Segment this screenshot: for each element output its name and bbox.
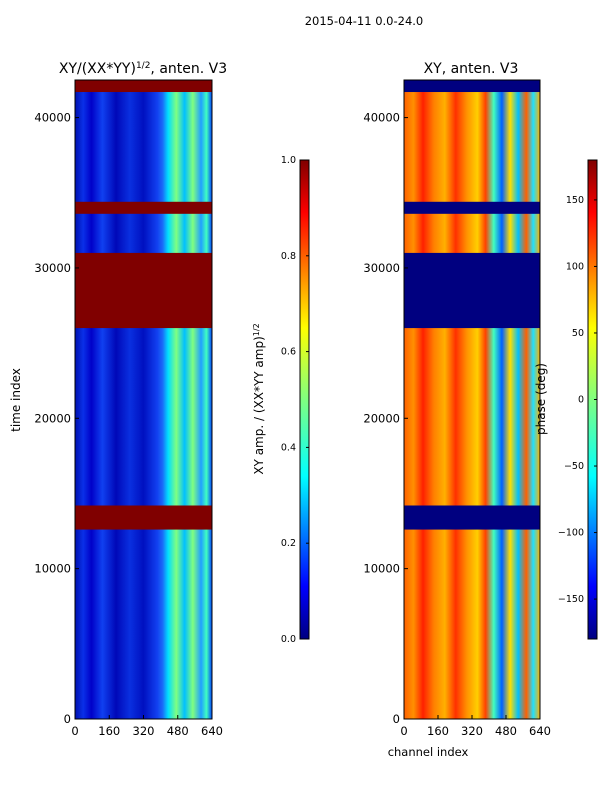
- left-colorbar-label: XY amp. / (XX*YY amp)1/2: [252, 323, 267, 474]
- left-band-3: [75, 505, 212, 530]
- left-cbar-tick-label-5: 1.0: [281, 155, 296, 166]
- right-bands: [404, 80, 540, 530]
- left-band-2: [75, 252, 212, 329]
- right-ytick-label-0: 0: [393, 712, 400, 726]
- right-band-2: [404, 252, 540, 329]
- left-cbar-tick-label-1: 0.2: [281, 538, 296, 549]
- left-xtick-label-2: 320: [133, 724, 155, 738]
- right-cbar-tick-label-6: 150: [566, 195, 584, 206]
- right-cbar-tick-label-2: −50: [564, 461, 584, 472]
- left-heatmap-base: [75, 80, 212, 719]
- left-colorbar: [299, 159, 310, 640]
- left-xtick-label-1: 160: [98, 724, 120, 738]
- right-xtick-label-4: 640: [529, 724, 551, 738]
- left-title-main: XY/(XX*YY): [59, 61, 136, 77]
- right-ytick-label-4: 40000: [363, 111, 400, 125]
- right-cbar-tick-label-1: −100: [558, 528, 584, 539]
- right-xtick-label-1: 160: [427, 724, 449, 738]
- left-cbar-tick-label-3: 0.6: [281, 347, 296, 358]
- right-band-0: [404, 80, 540, 93]
- left-bands: [75, 80, 212, 530]
- right-colorbar-label: phase (deg): [534, 363, 548, 435]
- right-xtick-label-2: 320: [461, 724, 483, 738]
- left-title: XY/(XX*YY)1/2, anten. V3: [59, 61, 227, 77]
- left-title-sup: 1/2: [136, 61, 150, 71]
- right-ytick-label-3: 30000: [363, 261, 400, 275]
- left-colorbar-label-main: XY amp. / (XX*YY amp): [252, 336, 266, 474]
- right-band-1: [404, 201, 540, 214]
- left-band-1: [75, 201, 212, 214]
- left-xtick-label-0: 0: [71, 724, 78, 738]
- right-cbar-tick-label-5: 100: [566, 261, 584, 272]
- right-xtick-label-0: 0: [400, 724, 407, 738]
- right-ytick-label-1: 10000: [363, 562, 400, 576]
- right-title: XY, anten. V3: [424, 61, 519, 77]
- right-cbar-tick-label-4: 50: [572, 328, 584, 339]
- right-colorbar-ticks: −150 −100 −50 0 50 100 150: [558, 195, 597, 605]
- left-cbar-tick-label-2: 0.4: [281, 442, 296, 453]
- left-cbar-tick-label-0: 0.0: [281, 634, 296, 645]
- left-ytick-label-0: 0: [64, 712, 71, 726]
- right-xtick-label-3: 480: [495, 724, 517, 738]
- left-colorbar-ticks: 0.0 0.2 0.4 0.6 0.8 1.0: [281, 155, 309, 645]
- right-xlabel: channel index: [388, 745, 469, 759]
- left-axes: 0 160 320 480 640 0 10000 20000 30000 40000: [34, 111, 223, 738]
- right-axes: 0 160 320 480 640 0 10000 20000 30000 40000: [363, 111, 551, 738]
- left-title-suffix: , anten. V3: [150, 61, 227, 77]
- right-band-3: [404, 505, 540, 530]
- left-colorbar-label-sup: 1/2: [252, 323, 261, 336]
- left-band-0: [75, 80, 212, 93]
- left-ytick-label-3: 30000: [34, 261, 71, 275]
- right-ytick-label-2: 20000: [363, 411, 400, 425]
- left-ylabel: time index: [9, 368, 23, 432]
- right-cbar-tick-label-0: −150: [558, 594, 584, 605]
- left-xtick-label-4: 640: [201, 724, 223, 738]
- left-xtick-label-3: 480: [167, 724, 189, 738]
- figure-suptitle: 2015-04-11 0.0-24.0: [305, 14, 424, 28]
- left-ytick-label-4: 40000: [34, 111, 71, 125]
- left-ytick-label-2: 20000: [34, 411, 71, 425]
- right-cbar-tick-label-3: 0: [578, 395, 584, 406]
- left-cbar-tick-label-4: 0.8: [281, 251, 296, 262]
- left-ytick-label-1: 10000: [34, 562, 71, 576]
- right-heatmap-base: [404, 80, 540, 719]
